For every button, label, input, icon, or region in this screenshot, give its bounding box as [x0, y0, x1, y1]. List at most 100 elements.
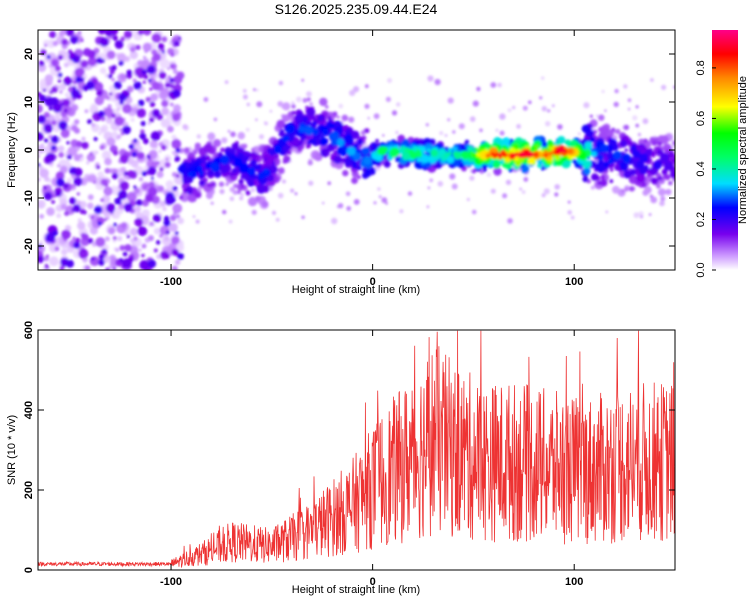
spectrogram-blob — [133, 185, 137, 189]
spectrogram-blob — [644, 158, 649, 162]
spectrogram-blob — [141, 170, 147, 177]
spectrogram-blob — [80, 210, 84, 214]
spectrogram-blob — [187, 193, 197, 203]
snr-xtick-label: 100 — [565, 576, 583, 588]
spectrogram-blob — [352, 152, 362, 161]
spectrogram-blob — [370, 168, 375, 174]
spectrogram-blob — [126, 170, 135, 179]
spectrogram-blob — [613, 150, 622, 160]
spectrogram-blob — [112, 267, 116, 270]
spectrogram-blob — [377, 146, 387, 156]
spectrogram-blob — [111, 65, 117, 71]
spectrogram-blob — [512, 152, 517, 158]
spectrogram-blob — [190, 158, 195, 163]
spectrogram-blob — [583, 167, 591, 175]
spectrogram-blob — [74, 67, 84, 78]
spectrogram-blob — [134, 217, 144, 227]
spectrogram-blob — [597, 165, 605, 173]
spectrogram-blob — [131, 242, 136, 247]
spectrogram-blob — [162, 206, 167, 212]
spectrogram-blob — [624, 148, 628, 152]
spectrogram-blob — [301, 215, 305, 219]
spectrogram-blob — [118, 93, 127, 102]
spectrogram-blob — [334, 120, 340, 126]
spectrogram-blob — [268, 150, 274, 155]
spectrogram-blob — [81, 233, 89, 241]
spectrogram-blob — [469, 175, 475, 181]
spectrogram-blob — [271, 161, 276, 166]
spectrogram-blob — [471, 169, 477, 174]
spectrogram-blob — [333, 155, 343, 164]
spectrogram-blob — [547, 109, 551, 113]
spectrogram-blob — [609, 179, 614, 184]
spectrogram-blob — [52, 40, 58, 47]
spectrogram-blob — [434, 78, 441, 86]
spectrogram-blob — [39, 168, 49, 178]
spectrogram-blob — [104, 183, 109, 187]
spectrogram-blob — [269, 109, 273, 113]
spectrogram-blob — [264, 121, 268, 126]
spectrogram-blob — [107, 227, 116, 235]
spectrogram-blob — [177, 165, 186, 174]
spectrogram-blob — [122, 258, 132, 269]
spectrogram-blob — [479, 152, 486, 158]
spectrogram-blob — [38, 177, 41, 182]
spectrogram-blob — [665, 188, 672, 196]
snr-ytick-label: 400 — [23, 401, 35, 419]
spectrogram-blob — [319, 97, 328, 107]
spectrogram-blob — [237, 190, 241, 195]
spectrogram-blob — [141, 209, 150, 218]
spectrogram-blob — [277, 192, 284, 199]
spectrogram-blob — [255, 195, 261, 202]
spectrogram-blob — [229, 171, 235, 177]
spectrogram-blob — [40, 143, 45, 148]
spectrogram-blob — [309, 102, 313, 106]
spectrogram-blob — [373, 113, 380, 120]
spectrogram-blob — [56, 178, 65, 187]
spectrogram-blob — [541, 76, 545, 80]
spectrogram-blob — [358, 166, 362, 170]
spectrogram-blob — [552, 104, 555, 107]
spectrogram-blob — [621, 153, 631, 163]
spectrogram-blob — [298, 126, 306, 133]
spectrogram-blob — [149, 87, 153, 91]
spectrogram-blob — [76, 192, 81, 196]
spectrogram-blob — [247, 196, 258, 207]
spectrogram-blob — [672, 140, 675, 146]
spectrogram-blob — [106, 137, 116, 147]
spectrogram-blob — [243, 155, 249, 162]
spectrogram-blob — [448, 151, 452, 156]
spectrogram-blob — [145, 193, 154, 203]
spectrogram-blob — [211, 182, 216, 187]
spectrogram-blob — [183, 147, 190, 154]
spectrogram-blob — [452, 151, 458, 156]
spectrogram-blob — [149, 221, 154, 227]
spectrogram-blob — [651, 139, 658, 146]
spectrogram-blob — [590, 185, 595, 190]
spectrogram-blob — [51, 200, 55, 204]
spectrogram-blob — [63, 62, 69, 68]
spectrogram-blob — [134, 188, 141, 194]
spectrogram-blob — [629, 186, 635, 192]
spectrogram-blob — [67, 146, 78, 157]
spectrogram-blob — [382, 134, 385, 137]
spectrogram-blob — [113, 222, 117, 227]
spectrogram-blob — [140, 129, 145, 134]
spectrogram-blob — [165, 82, 171, 88]
spectrogram-blob — [255, 118, 258, 121]
spectrogram-blob — [471, 152, 476, 157]
spectrogram-blob — [150, 176, 154, 180]
spectrogram-blob — [277, 101, 284, 107]
spectrogram-blob — [603, 161, 610, 168]
spectrogram-blob — [601, 89, 605, 94]
spectrogram-blob — [160, 200, 166, 207]
spectrogram-blob — [156, 253, 162, 260]
spectrogram-blob — [353, 86, 360, 93]
spectrogram-blob — [45, 152, 56, 163]
spectrogram-blob — [180, 192, 190, 202]
spectrogram-blob — [161, 50, 165, 54]
spectrogram-blob — [72, 80, 77, 85]
spectrogram-blob — [103, 186, 113, 196]
spectrogram-blob — [55, 171, 65, 181]
spectrogram-blob — [306, 107, 316, 117]
